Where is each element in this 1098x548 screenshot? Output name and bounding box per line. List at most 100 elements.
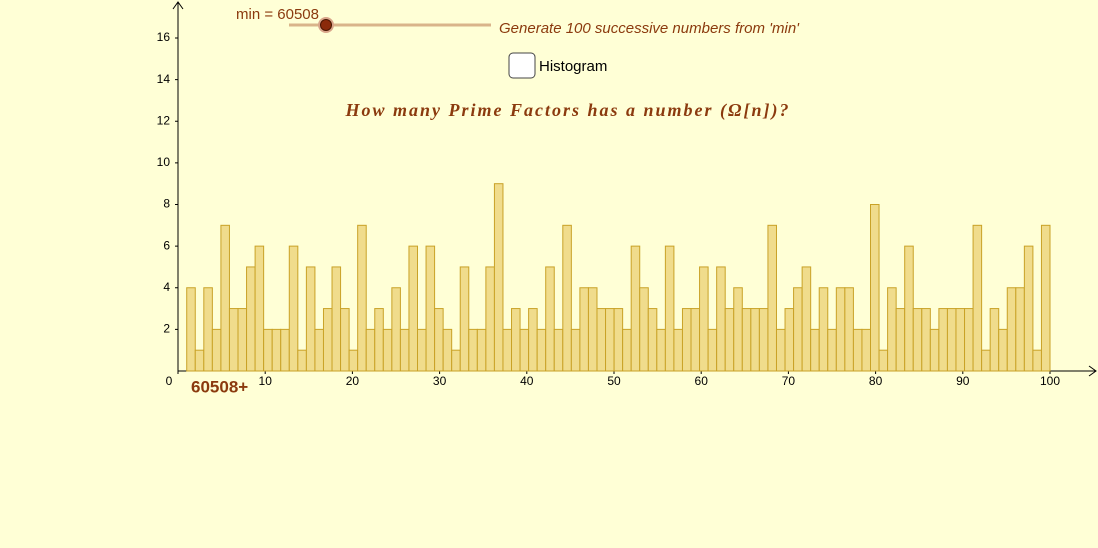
bar: [459, 266, 470, 372]
bar: [416, 328, 427, 372]
y-tick-label: 12: [157, 113, 171, 127]
bar: [570, 328, 581, 372]
bar: [528, 308, 538, 372]
histogram-checkbox[interactable]: [508, 52, 536, 79]
bar: [870, 204, 880, 372]
y-tick-label: 8: [163, 197, 170, 211]
bar: [408, 245, 418, 372]
bar: [613, 308, 624, 372]
bar: [793, 287, 803, 372]
bar: [468, 328, 478, 372]
checkbox-label: Histogram: [539, 58, 607, 75]
bar: [741, 308, 752, 372]
bar: [476, 328, 487, 372]
x-tick-label: 30: [433, 374, 447, 388]
bar: [365, 328, 376, 372]
bar: [699, 266, 709, 372]
bar: [254, 245, 265, 372]
bar: [391, 287, 401, 372]
bar: [442, 328, 453, 372]
bar: [357, 224, 367, 372]
bar: [827, 328, 837, 372]
bar: [946, 308, 957, 372]
bar: [818, 287, 829, 372]
bar: [844, 287, 854, 372]
bar: [878, 349, 889, 372]
slider-knob[interactable]: [320, 19, 332, 31]
bar: [630, 245, 641, 372]
bar: [707, 328, 718, 372]
slider-label: min = 60508: [236, 6, 319, 23]
bar: [758, 308, 769, 372]
bar: [989, 308, 1000, 372]
bar: [998, 328, 1008, 372]
bar: [246, 266, 256, 372]
bar: [434, 308, 444, 372]
chart-title: How many Prime Factors has a number (Ω[n…: [345, 100, 791, 121]
bar: [724, 308, 735, 372]
bar: [203, 287, 213, 372]
bar: [493, 183, 504, 372]
bar: [904, 245, 914, 372]
bar: [775, 328, 786, 372]
generate-label: Generate 100 successive numbers from 'mi…: [499, 20, 800, 37]
bar: [485, 266, 495, 372]
x-tick-label: 50: [607, 374, 621, 388]
y-tick-label: 14: [157, 72, 171, 86]
bar: [733, 287, 743, 372]
bar: [536, 328, 547, 372]
bar: [348, 349, 359, 372]
bar: [895, 308, 906, 372]
bar: [716, 266, 726, 372]
bar: [374, 308, 384, 372]
bar: [955, 308, 966, 372]
x-tick-label: 0: [166, 374, 173, 388]
bar: [673, 328, 683, 372]
bar: [921, 308, 931, 372]
bar: [861, 328, 872, 372]
bar: [297, 349, 307, 372]
bar: [186, 287, 196, 372]
bar: [622, 328, 632, 372]
bar: [801, 266, 812, 372]
bar: [502, 328, 513, 372]
bar: [647, 308, 658, 372]
x-tick-label: 40: [520, 374, 534, 388]
bar: [228, 308, 239, 372]
y-tick-label: 16: [157, 30, 171, 44]
bar: [220, 224, 230, 372]
bar: [784, 308, 795, 372]
bar: [690, 308, 701, 372]
bar: [1015, 287, 1025, 372]
bar: [511, 308, 521, 372]
bar: [194, 349, 205, 372]
bar: [280, 328, 290, 372]
x-tick-label: 70: [782, 374, 796, 388]
bar: [263, 328, 273, 372]
bar: [579, 287, 589, 372]
bar: [664, 245, 675, 372]
bar: [322, 308, 333, 372]
bar: [519, 328, 530, 372]
y-tick-label: 10: [157, 155, 171, 169]
bar: [929, 328, 940, 372]
bar: [314, 328, 324, 372]
bar: [237, 308, 248, 372]
bar: [605, 308, 615, 372]
bar: [596, 308, 607, 372]
bar: [767, 224, 777, 372]
x-tick-label: 100: [1040, 374, 1060, 388]
bar: [750, 308, 760, 372]
bar: [271, 328, 282, 372]
bar: [981, 349, 991, 372]
bar: [852, 328, 863, 372]
bar: [1006, 287, 1017, 372]
bar: [305, 266, 316, 372]
bar: [399, 328, 410, 372]
x-tick-label: 80: [869, 374, 883, 388]
y-tick-label: 6: [163, 238, 170, 252]
bar: [587, 287, 598, 372]
bar: [810, 328, 820, 372]
y-tick-label: 4: [163, 280, 170, 294]
